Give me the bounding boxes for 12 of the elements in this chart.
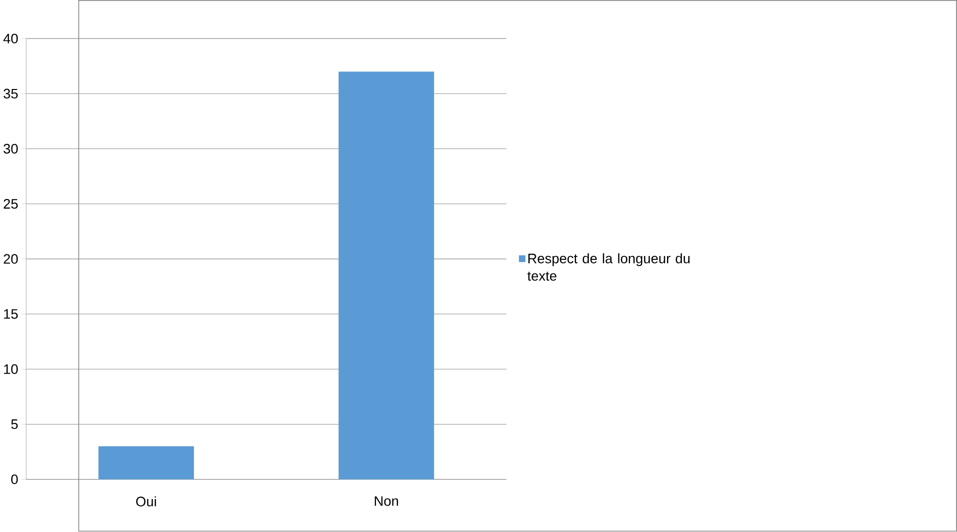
y-tick-label: 15 bbox=[4, 309, 18, 319]
y-tick-label: 20 bbox=[4, 254, 18, 264]
y-tick-label: 30 bbox=[4, 144, 18, 154]
y-tick-label: 40 bbox=[3, 34, 18, 44]
y-tick-label: 10 bbox=[4, 364, 18, 374]
x-tick-label: Non bbox=[374, 496, 398, 506]
y-tick-label: 25 bbox=[4, 199, 18, 209]
legend-label: Respect de la longueur du texte bbox=[527, 253, 690, 281]
y-tick-label: 5 bbox=[11, 420, 18, 430]
y-tick-label: 0 bbox=[11, 474, 18, 484]
y-tick-label: 35 bbox=[4, 88, 18, 99]
x-tick-label: Oui bbox=[136, 496, 156, 507]
